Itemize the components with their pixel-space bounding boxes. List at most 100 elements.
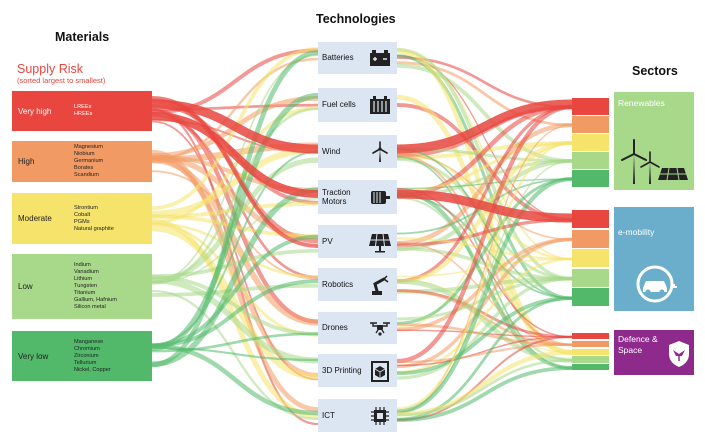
tech-robotics: Robotics xyxy=(318,268,397,301)
sector-risk-chip xyxy=(572,116,609,133)
motor-icon xyxy=(371,191,390,204)
solar-panel-icon xyxy=(369,233,391,252)
flow-ribbon xyxy=(396,276,573,380)
flow-ribbon xyxy=(396,343,573,364)
flow-ribbon xyxy=(396,336,573,367)
material-item: Niobium xyxy=(74,151,95,157)
sectors-title: Sectors xyxy=(632,64,678,78)
tech-label: Traction Motors xyxy=(322,187,351,207)
flow-ribbon xyxy=(151,248,319,278)
sector-renewables: Renewables xyxy=(614,92,694,190)
flow-ribbon xyxy=(151,156,319,378)
risk-level-label: Very low xyxy=(18,351,49,361)
tech-label: Drones xyxy=(322,323,348,333)
sector-risk-chip xyxy=(572,364,609,371)
sector-label: Defence & Space xyxy=(618,334,658,355)
sector-e-mobility: e-mobility xyxy=(614,207,694,311)
sector-defence-space: Defence & Space xyxy=(614,330,694,375)
flow-ribbon xyxy=(396,141,573,193)
risk-materials-list: Strontium Cobalt PGMs Natural graphite xyxy=(74,205,152,233)
flow-ribbon xyxy=(151,279,319,348)
supply-risk-title: Supply Risk xyxy=(17,62,83,76)
flow-ribbon xyxy=(151,146,319,217)
tech-label: Robotics xyxy=(322,279,354,289)
flow-ribbon xyxy=(396,176,573,414)
flow-ribbon xyxy=(396,105,573,283)
material-item: Titanium xyxy=(74,290,96,296)
flow-ribbon xyxy=(396,104,573,364)
material-item: PGMs xyxy=(74,218,90,225)
material-item: Magnesium xyxy=(74,144,103,150)
material-item: Gallium, Hafnium xyxy=(74,297,117,303)
risk-level-label: Moderate xyxy=(18,214,52,223)
material-item: Tellurium xyxy=(74,359,97,366)
material-item: HREEs xyxy=(74,111,93,117)
sector-risk-chip xyxy=(572,229,609,248)
sector-risk-chip xyxy=(572,134,609,151)
risk-box-very-high: Very high LREEs HREEs xyxy=(12,91,152,131)
tech-label: Batteries xyxy=(322,53,354,63)
sector-risk-chip xyxy=(572,249,609,268)
flow-ribbon xyxy=(396,99,573,154)
wind-solar-icon xyxy=(621,139,688,184)
sector-risk-chip xyxy=(572,210,609,229)
tech-fuel-cells: Fuel cells xyxy=(318,88,397,122)
3d-printer-icon xyxy=(371,360,389,382)
risk-materials-list: Magnesium Niobium Germanium Borates Scan… xyxy=(74,144,152,179)
chip-icon xyxy=(371,406,389,425)
sector-risk-chip xyxy=(572,356,609,363)
material-item: Strontium xyxy=(74,204,98,211)
flow-ribbon xyxy=(151,96,319,248)
material-item: Nickel, Copper xyxy=(74,366,111,373)
flow-ribbon xyxy=(151,225,319,381)
flow-ribbon xyxy=(396,190,573,371)
risk-box-high: High Magnesium Niobium Germanium Borates… xyxy=(12,141,152,182)
material-item: Borates xyxy=(74,165,94,171)
flow-ribbon xyxy=(396,257,573,374)
flow-ribbon xyxy=(396,141,573,410)
sector-risk-chip xyxy=(572,348,609,355)
flow-ribbon xyxy=(396,63,573,163)
material-item: Germanium xyxy=(74,158,104,164)
tech-pv: PV xyxy=(318,225,397,258)
risk-box-low: Low Indium Vanadium Lithium Tungsten Tit… xyxy=(12,254,152,319)
tech-label: 3D Printing xyxy=(322,365,362,375)
material-item: Chromium xyxy=(74,345,100,352)
tech-ict: ICT xyxy=(318,399,397,432)
sector-risk-chip xyxy=(572,340,609,348)
risk-materials-list: LREEs HREEs xyxy=(74,104,152,118)
electric-car-icon xyxy=(636,265,677,303)
sector-risk-chip xyxy=(572,288,609,307)
wind-turbine-icon xyxy=(372,140,388,162)
flow-ribbon xyxy=(396,296,573,376)
sector-risk-chip xyxy=(572,333,609,340)
sector-risk-chip xyxy=(572,152,609,169)
tech-drones: Drones xyxy=(318,312,397,344)
risk-materials-list: Manganese Chromium Zirconium Tellurium N… xyxy=(74,339,152,374)
material-item: Indium xyxy=(74,262,91,268)
flow-ribbon xyxy=(396,148,573,300)
flow-ribbon xyxy=(151,343,319,416)
tech-label: PV xyxy=(322,236,333,246)
materials-title: Materials xyxy=(55,30,110,44)
risk-box-very-low: Very low Manganese Chromium Zirconium Te… xyxy=(12,331,152,381)
flow-ribbon xyxy=(396,122,573,246)
sector-risk-chip xyxy=(572,268,609,287)
risk-level-label: Low xyxy=(18,282,33,291)
tech-traction-motors: Traction Motors xyxy=(318,180,397,214)
battery-icon xyxy=(370,50,390,66)
material-item: Scandium xyxy=(74,172,99,178)
tech-label: Fuel cells xyxy=(322,100,356,110)
sector-label: e-mobility xyxy=(618,227,655,237)
material-item: Manganese xyxy=(74,338,104,345)
flow-ribbon xyxy=(151,150,319,346)
flow-ribbon xyxy=(396,189,573,223)
tech-label: Wind xyxy=(322,146,341,156)
sector-risk-chip xyxy=(572,98,609,115)
risk-box-moderate: Moderate Strontium Cobalt PGMs Natural g… xyxy=(12,193,152,244)
material-item: Vanadium xyxy=(74,269,99,275)
material-item: Cobalt xyxy=(74,211,91,218)
tech-3d-printing: 3D Printing xyxy=(318,354,397,387)
drone-icon xyxy=(370,322,390,336)
